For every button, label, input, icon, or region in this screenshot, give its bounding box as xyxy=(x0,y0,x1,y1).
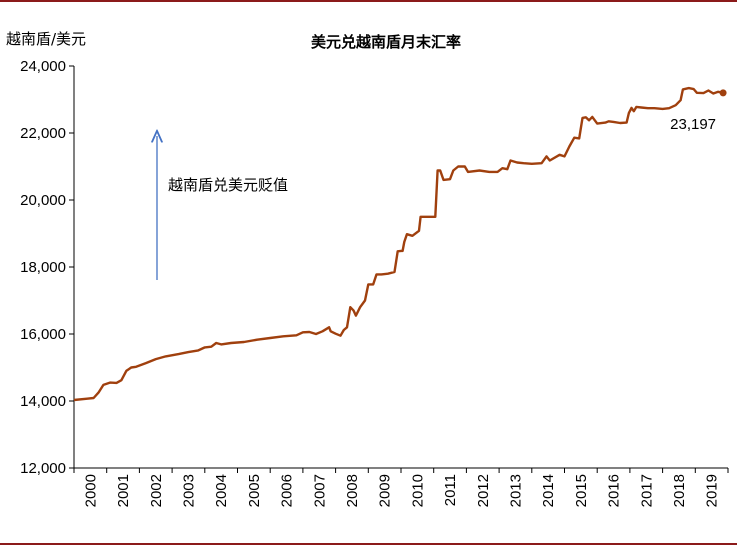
x-tick-label: 2000 xyxy=(82,474,99,507)
x-tick-label: 2009 xyxy=(377,474,394,507)
y-tick-label: 16,000 xyxy=(20,326,66,343)
x-tick-label: 2012 xyxy=(475,474,492,507)
y-tick-label: 22,000 xyxy=(20,125,66,142)
y-axis-unit-label: 越南盾/美元 xyxy=(6,30,86,48)
x-tick-label: 2006 xyxy=(279,474,296,507)
x-tick-label: 2003 xyxy=(180,474,197,507)
exchange-rate-series-line xyxy=(73,86,724,402)
y-tick-label: 12,000 xyxy=(20,460,66,477)
end-point-marker xyxy=(719,89,727,97)
y-tick-label: 18,000 xyxy=(20,259,66,276)
y-axis-ticks: 12,000 14,000 16,000 18,000 20,000 22,000 24,0… xyxy=(20,58,74,477)
y-tick-label: 20,000 xyxy=(20,192,66,209)
x-tick-label: 2018 xyxy=(671,474,688,507)
x-tick-label: 2017 xyxy=(638,474,655,507)
x-tick-label: 2005 xyxy=(246,474,263,507)
x-tick-label: 2010 xyxy=(409,474,426,507)
y-tick-label: 14,000 xyxy=(20,393,66,410)
end-value-label: 23,197 xyxy=(670,116,716,133)
x-tick-label: 2007 xyxy=(311,474,328,507)
depreciation-annotation: 越南盾兑美元贬值 xyxy=(168,176,288,194)
x-axis-ticks: 2000 2001 2002 2003 2004 2005 2006 2007 2008 2009… xyxy=(73,468,729,507)
x-tick-label: 2013 xyxy=(507,474,524,507)
x-tick-label: 2008 xyxy=(344,474,361,507)
x-tick-label: 2002 xyxy=(148,474,165,507)
x-tick-label: 2016 xyxy=(606,474,623,507)
x-tick-label: 2019 xyxy=(704,474,721,507)
top-frame-rule xyxy=(0,0,737,2)
x-tick-label: 2011 xyxy=(442,474,459,506)
x-tick-label: 2001 xyxy=(115,474,132,507)
bottom-frame-rule xyxy=(0,543,737,545)
y-tick-label: 24,000 xyxy=(20,58,66,75)
x-tick-label: 2015 xyxy=(573,474,590,507)
chart-title: 美元兑越南盾月末汇率 xyxy=(311,33,461,51)
x-tick-label: 2014 xyxy=(540,474,557,507)
x-tick-label: 2004 xyxy=(213,474,230,507)
